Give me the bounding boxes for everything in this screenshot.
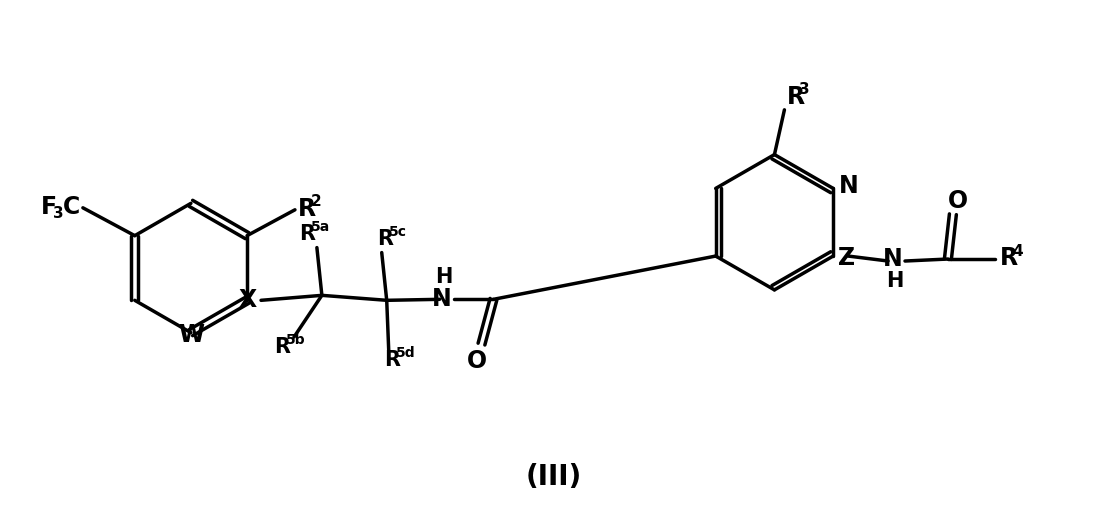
Text: R: R xyxy=(377,229,393,249)
Text: 5a: 5a xyxy=(311,220,330,234)
Text: R: R xyxy=(298,197,316,221)
Text: F: F xyxy=(41,195,58,219)
Text: R: R xyxy=(274,337,289,357)
Text: R: R xyxy=(786,85,804,109)
Text: 3: 3 xyxy=(53,206,63,221)
Text: O: O xyxy=(467,349,487,373)
Text: Z: Z xyxy=(838,246,855,270)
Text: X: X xyxy=(238,288,257,312)
Text: 4: 4 xyxy=(1013,244,1024,259)
Text: C: C xyxy=(63,195,80,219)
Text: 2: 2 xyxy=(311,194,322,209)
Text: 3: 3 xyxy=(800,82,810,97)
Text: W: W xyxy=(177,323,204,347)
Text: 5b: 5b xyxy=(286,333,306,347)
Text: N: N xyxy=(431,287,451,311)
Text: R: R xyxy=(1000,246,1018,270)
Text: 5c: 5c xyxy=(389,225,407,238)
Text: R: R xyxy=(384,350,399,370)
Text: R: R xyxy=(299,224,315,244)
Text: N: N xyxy=(883,247,903,271)
Text: N: N xyxy=(840,174,859,199)
Text: O: O xyxy=(948,190,968,213)
Text: (III): (III) xyxy=(526,463,582,491)
Text: H: H xyxy=(886,271,904,291)
Text: 5d: 5d xyxy=(396,346,415,360)
Text: H: H xyxy=(435,268,452,287)
